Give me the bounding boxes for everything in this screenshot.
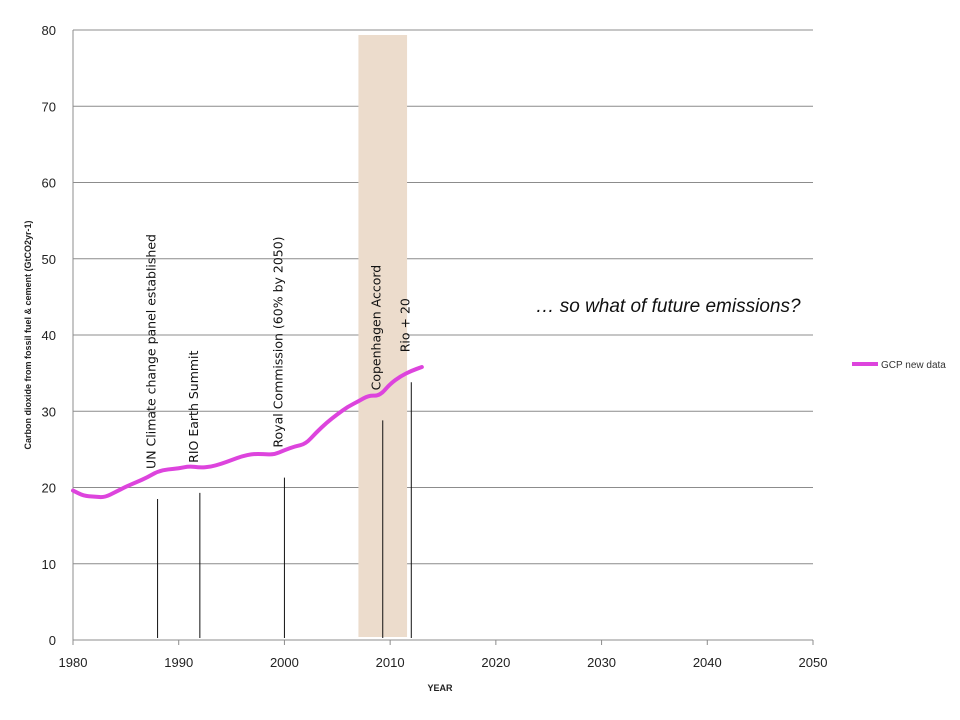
- annotation-label-4: Rio + 20: [397, 298, 412, 352]
- x-tick-label-1980: 1980: [59, 655, 88, 670]
- y-axis-title: Carbon dioxide from fossil fuel & cement…: [23, 220, 33, 449]
- x-tick-label-1990: 1990: [164, 655, 193, 670]
- x-tick-labels: 1980 1990 2000 2010 2020 2030 2040 2050: [59, 655, 828, 670]
- y-tick-label-20: 20: [42, 481, 56, 496]
- y-tick-label-0: 0: [49, 633, 56, 648]
- y-tick-label-60: 60: [42, 176, 56, 191]
- x-tick-label-2040: 2040: [693, 655, 722, 670]
- y-tick-label-70: 70: [42, 99, 56, 114]
- y-tick-labels: 0 10 20 30 40 50 60 70 80: [42, 23, 56, 648]
- gridlines: [73, 29, 813, 641]
- x-tick-label-2000: 2000: [270, 655, 299, 670]
- annotation-label-0: UN Climate change panel established: [144, 234, 159, 469]
- legend-label-0: GCP new data: [881, 360, 946, 371]
- series-line-0: [71, 365, 424, 500]
- future-emissions-callout: … so what of future emissions?: [535, 296, 800, 317]
- y-tick-label-30: 30: [42, 404, 56, 419]
- x-axis-title: YEAR: [427, 683, 453, 693]
- y-tick-label-80: 80: [42, 23, 56, 38]
- annotation-label-1: RIO Earth Summit: [186, 350, 201, 462]
- axes: [72, 30, 814, 645]
- y-tick-label-40: 40: [42, 328, 56, 343]
- annotation-label-2: Royal Commission (60% by 2050): [270, 236, 285, 447]
- x-tick-label-2050: 2050: [799, 655, 828, 670]
- x-tick-label-2010: 2010: [376, 655, 405, 670]
- x-tick-label-2030: 2030: [587, 655, 616, 670]
- legend: GCP new data: [852, 360, 946, 371]
- y-tick-label-10: 10: [42, 557, 56, 572]
- annotation-label-3: Copenhagen Accord: [369, 265, 384, 391]
- x-tick-label-2020: 2020: [481, 655, 510, 670]
- series-lines: [71, 365, 424, 500]
- event-annotations: UN Climate change panel established RIO E…: [144, 234, 412, 638]
- y-tick-label-50: 50: [42, 252, 56, 267]
